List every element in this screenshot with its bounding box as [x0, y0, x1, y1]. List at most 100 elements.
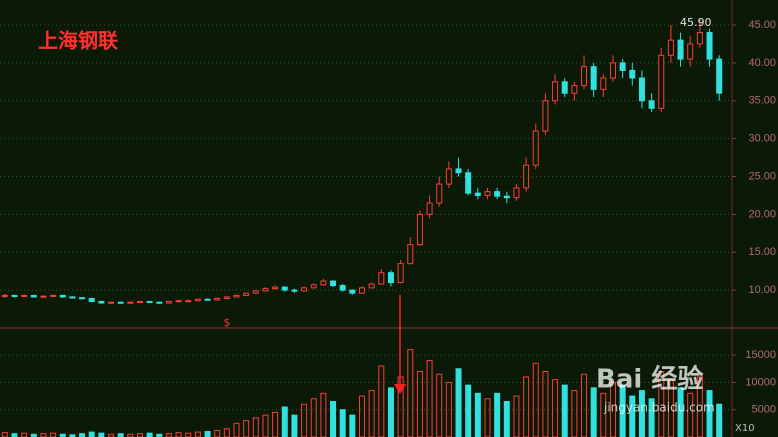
- plot: 10.00 15.00 20.00 25.00 30.00 35.00 40.00 45.00…: [0, 18, 776, 437]
- y-tick-label: 10.00: [748, 284, 776, 296]
- scale-label: X10: [735, 423, 755, 434]
- y-tick-label: 10000: [745, 376, 776, 388]
- candle-body: [619, 62, 626, 71]
- volume-bar: [561, 384, 568, 437]
- candle-body: [30, 294, 37, 298]
- volume-bar: [600, 392, 607, 437]
- candle-body: [359, 287, 365, 294]
- volume-bar: [455, 368, 462, 437]
- candle-body: [156, 301, 163, 304]
- candle-body: [127, 301, 134, 304]
- volume-bar: [619, 384, 626, 437]
- candle-body: [79, 297, 86, 300]
- volume-bar: [320, 392, 327, 437]
- candle-body: [214, 297, 221, 301]
- candle-body: [40, 295, 47, 298]
- watermark-brand: Bai 经验: [596, 364, 703, 395]
- volume-bar: [98, 432, 105, 437]
- candle-body: [204, 298, 211, 301]
- candle-body: [474, 192, 481, 196]
- candle-body: [552, 81, 559, 102]
- volume-bar: [59, 433, 66, 437]
- volume-bar: [581, 373, 588, 437]
- volume-bar: [281, 406, 288, 437]
- volume-bar: [436, 373, 443, 437]
- candle-body: [349, 289, 356, 294]
- volume-bar: [127, 433, 134, 437]
- candle-body: [339, 285, 346, 291]
- volume-bar: [359, 395, 365, 437]
- y-tick-label: 45.00: [748, 19, 776, 31]
- candle-body: [50, 294, 57, 297]
- candle-body: [185, 300, 192, 303]
- candle-body: [503, 195, 510, 199]
- watermark-url: jingyan.baidu.com: [603, 401, 715, 415]
- volume-bar: [503, 401, 510, 437]
- candle-body: [426, 202, 433, 215]
- volume-bar: [378, 365, 385, 437]
- candle-body: [1, 294, 8, 297]
- volume-bar: [513, 395, 520, 437]
- volume-bar: [146, 432, 153, 437]
- volume-bar: [291, 414, 298, 437]
- candle-body: [638, 77, 645, 102]
- y-tick-label: 20.00: [748, 208, 776, 220]
- candle-body: [136, 300, 143, 303]
- candle-body: [677, 39, 684, 60]
- candle-body: [629, 69, 636, 79]
- candle-body: [330, 280, 337, 287]
- candle-body: [716, 58, 723, 94]
- candle-body: [416, 213, 423, 246]
- candle-body: [262, 288, 269, 292]
- volume-bar: [349, 414, 356, 437]
- volume-bar: [156, 433, 163, 437]
- volume-bar: [590, 387, 597, 437]
- candle-body: [397, 263, 404, 284]
- candle-body: [609, 62, 616, 79]
- candle-body: [561, 81, 568, 94]
- candle-body: [291, 289, 298, 292]
- volume-bar: [609, 381, 616, 437]
- candle-body: [108, 301, 115, 304]
- candle-body: [320, 280, 327, 286]
- volume-bar: [474, 392, 481, 437]
- volume-bar: [262, 414, 269, 437]
- candle-body: [69, 296, 76, 299]
- volume-bar: [330, 401, 337, 437]
- volume-bar: [465, 384, 472, 437]
- volume-bar: [716, 403, 723, 437]
- volume-bar: [542, 370, 549, 437]
- candle-body: [387, 272, 394, 284]
- candle-body: [542, 100, 549, 132]
- candle-body: [98, 300, 105, 304]
- candle-body: [281, 286, 288, 291]
- volume-bar: [426, 360, 433, 437]
- y-tick-label: 30.00: [748, 133, 776, 145]
- candle-body: [233, 294, 240, 298]
- candle-body: [667, 39, 674, 56]
- candle-body: [368, 283, 375, 289]
- candle-body: [465, 172, 472, 194]
- candle-body: [687, 43, 694, 60]
- candle-body: [175, 300, 182, 303]
- candle-body: [272, 286, 279, 290]
- candle-body: [696, 32, 703, 45]
- candle-body: [532, 130, 539, 166]
- candle-body: [88, 297, 95, 302]
- volume-bar: [272, 411, 279, 437]
- candle-body: [301, 287, 308, 292]
- candle-body: [600, 77, 607, 90]
- candle-body: [571, 85, 578, 94]
- volume-bar: [30, 433, 37, 437]
- y-tick-label: 35.00: [748, 95, 776, 107]
- candle-body: [243, 292, 250, 296]
- candle-body: [310, 284, 317, 289]
- candle-body: [590, 66, 597, 90]
- candle-body: [494, 191, 501, 197]
- candle-body: [21, 294, 28, 297]
- candle-body: [658, 54, 665, 109]
- volume-bar: [175, 432, 182, 437]
- candle-body: [146, 300, 153, 303]
- max-label: 45.90: [680, 16, 712, 29]
